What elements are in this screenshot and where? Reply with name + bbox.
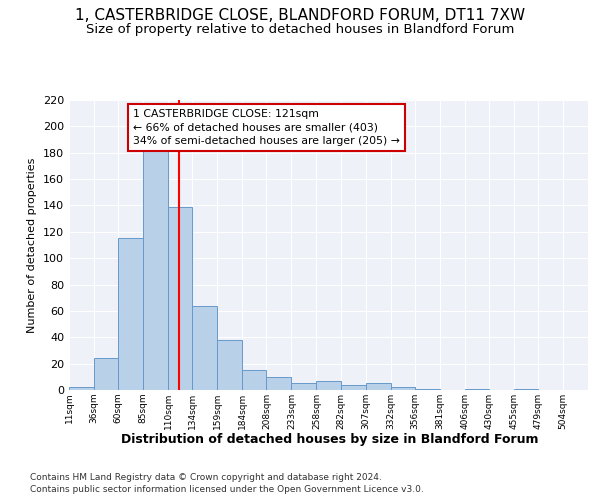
Bar bbox=[143, 149, 168, 390]
Bar bbox=[465, 388, 489, 390]
Bar bbox=[217, 340, 242, 390]
Bar bbox=[69, 388, 94, 390]
Bar bbox=[94, 358, 118, 390]
Bar bbox=[341, 384, 365, 390]
Text: Size of property relative to detached houses in Blandford Forum: Size of property relative to detached ho… bbox=[86, 22, 514, 36]
Bar bbox=[391, 388, 415, 390]
Text: Contains public sector information licensed under the Open Government Licence v3: Contains public sector information licen… bbox=[30, 485, 424, 494]
Bar bbox=[415, 388, 440, 390]
Bar bbox=[514, 388, 538, 390]
Text: Distribution of detached houses by size in Blandford Forum: Distribution of detached houses by size … bbox=[121, 432, 539, 446]
Bar bbox=[316, 381, 341, 390]
Bar bbox=[365, 384, 391, 390]
Bar bbox=[192, 306, 217, 390]
Y-axis label: Number of detached properties: Number of detached properties bbox=[28, 158, 37, 332]
Text: Contains HM Land Registry data © Crown copyright and database right 2024.: Contains HM Land Registry data © Crown c… bbox=[30, 472, 382, 482]
Text: 1, CASTERBRIDGE CLOSE, BLANDFORD FORUM, DT11 7XW: 1, CASTERBRIDGE CLOSE, BLANDFORD FORUM, … bbox=[75, 8, 525, 22]
Bar bbox=[292, 384, 316, 390]
Bar bbox=[266, 377, 292, 390]
Bar bbox=[242, 370, 266, 390]
Bar bbox=[118, 238, 143, 390]
Bar bbox=[168, 207, 192, 390]
Text: 1 CASTERBRIDGE CLOSE: 121sqm
← 66% of detached houses are smaller (403)
34% of s: 1 CASTERBRIDGE CLOSE: 121sqm ← 66% of de… bbox=[133, 109, 400, 146]
